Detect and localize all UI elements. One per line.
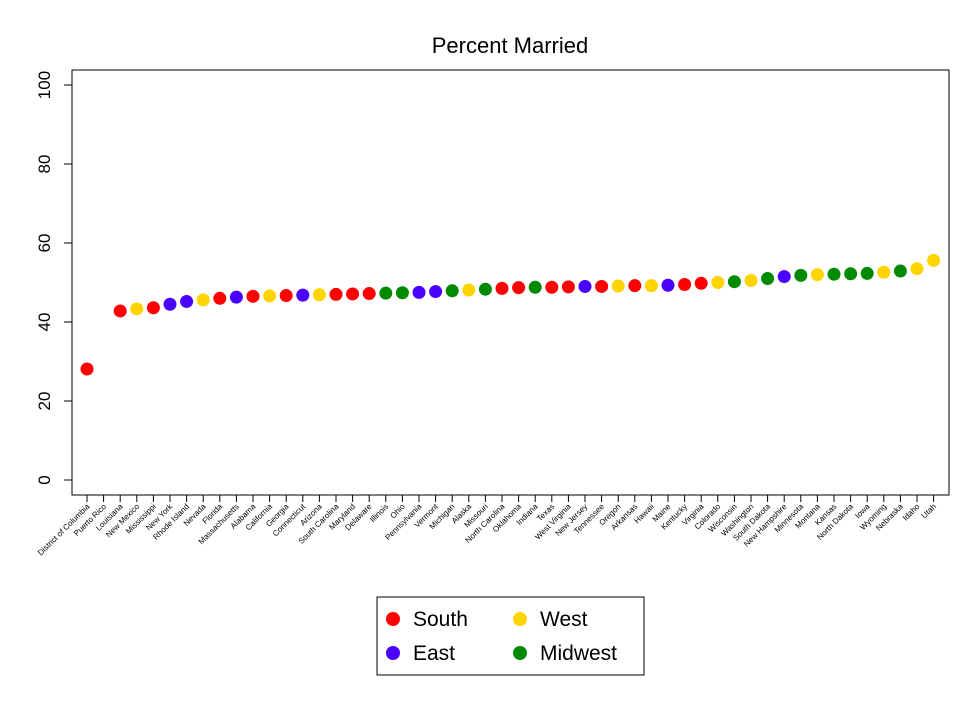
legend-label-south: South <box>413 608 468 631</box>
data-point <box>130 302 144 316</box>
data-point <box>578 279 592 293</box>
data-point <box>661 278 675 292</box>
y-tick-label: 60 <box>35 234 54 253</box>
legend-marker-midwest <box>513 646 527 660</box>
data-point <box>860 266 874 280</box>
x-tick-label: Illinois <box>368 502 390 524</box>
data-point <box>213 291 227 305</box>
plot-area-frame <box>71 69 950 496</box>
data-point <box>229 290 243 304</box>
data-point <box>644 279 658 293</box>
data-point <box>545 280 559 294</box>
data-point <box>611 279 625 293</box>
data-point <box>395 286 409 300</box>
data-point <box>512 281 526 295</box>
data-point <box>462 283 476 297</box>
legend-label-east: East <box>413 642 455 665</box>
data-point <box>761 272 775 286</box>
data-point <box>528 280 542 294</box>
data-point <box>910 262 924 276</box>
data-point <box>927 253 941 267</box>
data-point <box>163 297 177 311</box>
data-point <box>362 287 376 301</box>
data-point <box>412 285 426 299</box>
data-point <box>80 362 94 376</box>
data-point <box>279 289 293 303</box>
y-tick-label: 20 <box>35 392 54 411</box>
data-point <box>678 277 692 291</box>
data-point <box>794 268 808 282</box>
x-tick-label: Utah <box>920 502 938 520</box>
data-point <box>329 287 343 301</box>
data-point <box>196 293 210 307</box>
data-point <box>346 287 360 301</box>
y-tick-label: 40 <box>35 313 54 332</box>
legend: South West East Midwest <box>376 596 645 676</box>
data-point <box>445 284 459 298</box>
data-point <box>877 265 891 279</box>
data-point <box>429 285 443 299</box>
data-point <box>893 264 907 278</box>
data-point <box>561 280 575 294</box>
data-point <box>827 267 841 281</box>
data-point <box>246 289 260 303</box>
data-point <box>113 304 127 318</box>
x-tick-label: Idaho <box>901 502 922 523</box>
y-axis: 0 20 40 60 80 100 <box>35 71 73 485</box>
y-tick-label: 100 <box>35 71 54 99</box>
y-tick-label: 0 <box>35 475 54 484</box>
legend-marker-east <box>386 646 400 660</box>
legend-marker-west <box>513 612 527 626</box>
legend-marker-south <box>386 612 400 626</box>
data-point <box>296 288 310 302</box>
data-point <box>628 279 642 293</box>
data-point <box>694 276 708 290</box>
data-point <box>844 267 858 281</box>
legend-box <box>376 596 645 676</box>
data-point <box>379 286 393 300</box>
data-point <box>744 274 758 288</box>
y-tick-label: 80 <box>35 155 54 174</box>
data-point <box>312 288 326 302</box>
data-point <box>810 268 824 282</box>
data-point <box>263 289 277 303</box>
data-point <box>495 281 509 295</box>
data-point <box>711 276 725 289</box>
data-point <box>146 301 160 315</box>
legend-label-midwest: Midwest <box>540 642 617 665</box>
data-point <box>180 294 194 308</box>
legend-label-west: West <box>540 608 588 631</box>
data-point <box>478 282 492 296</box>
chart-title: Percent Married <box>432 33 589 58</box>
data-points <box>80 253 941 376</box>
data-point <box>777 270 791 284</box>
data-point <box>595 279 609 293</box>
data-point <box>727 275 741 289</box>
